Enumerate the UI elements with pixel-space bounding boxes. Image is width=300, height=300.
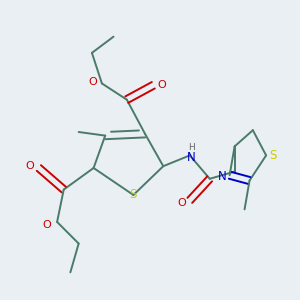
Text: H: H (188, 143, 195, 152)
Text: O: O (88, 76, 97, 87)
Text: S: S (130, 188, 137, 202)
Text: O: O (157, 80, 166, 90)
Text: S: S (270, 149, 277, 162)
Text: N: N (218, 170, 227, 184)
Text: O: O (43, 220, 52, 230)
Text: N: N (187, 151, 196, 164)
Text: O: O (25, 161, 34, 171)
Text: O: O (177, 198, 186, 208)
